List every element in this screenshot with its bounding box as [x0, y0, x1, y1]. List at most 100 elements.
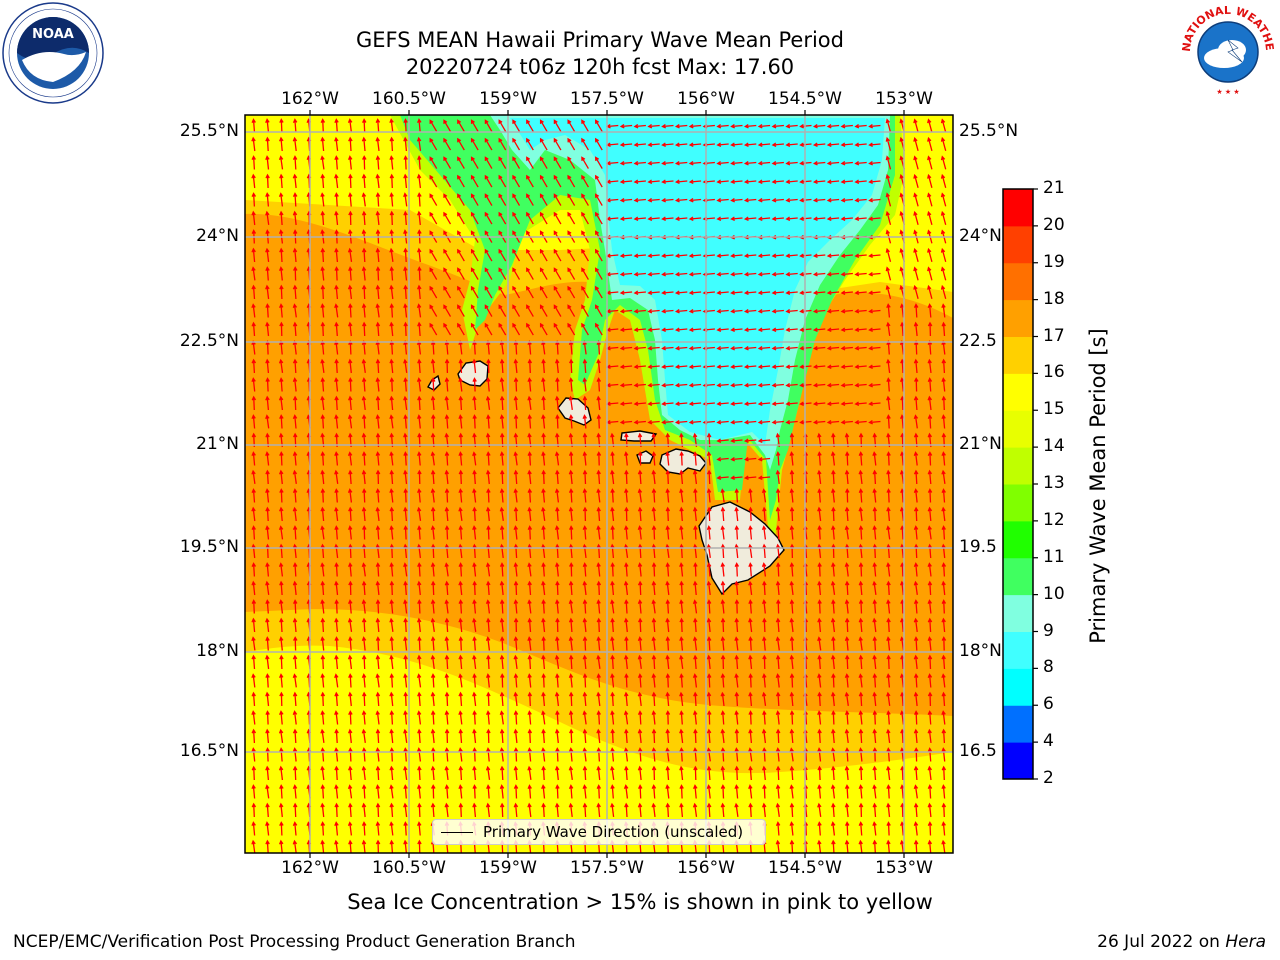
wave-arrow — [375, 488, 381, 503]
wave-arrow — [403, 469, 408, 485]
wave-arrow — [868, 345, 881, 351]
wave-arrow — [661, 271, 674, 277]
wave-arrow — [775, 654, 781, 670]
wave-arrow — [334, 358, 339, 374]
wave-arrow — [830, 691, 836, 707]
wave-arrow — [789, 599, 795, 614]
wave-arrow — [785, 179, 798, 184]
wave-arrow — [817, 691, 822, 707]
wave-arrow — [886, 691, 891, 706]
wave-arrow — [858, 747, 864, 762]
wave-arrow — [688, 290, 702, 295]
wave-arrow — [940, 210, 947, 225]
wave-arrow — [927, 784, 933, 799]
wave-arrow — [840, 327, 853, 332]
wave-arrow — [941, 358, 947, 374]
wave-arrow — [403, 747, 408, 762]
wave-arrow — [596, 358, 601, 374]
wave-arrow — [582, 562, 588, 577]
wave-arrow — [789, 728, 795, 744]
wave-arrow — [526, 304, 534, 317]
wave-arrow — [581, 285, 589, 299]
wave-arrow — [416, 173, 422, 189]
wave-arrow — [674, 364, 688, 369]
wave-arrow — [472, 765, 477, 781]
wave-arrow — [899, 673, 905, 688]
wave-arrow — [498, 193, 507, 206]
wave-arrow — [361, 617, 367, 633]
wave-arrow — [375, 691, 381, 707]
wave-arrow — [941, 673, 946, 688]
wave-arrow — [499, 562, 505, 577]
wave-arrow — [582, 691, 588, 707]
wave-arrow — [265, 173, 270, 189]
wave-arrow — [693, 451, 698, 466]
wave-arrow — [512, 267, 521, 280]
wave-arrow — [458, 525, 463, 540]
wave-arrow — [458, 469, 464, 485]
wave-arrow — [361, 136, 367, 152]
wave-arrow — [348, 839, 353, 853]
wave-arrow — [785, 327, 798, 332]
wave-arrow — [444, 617, 450, 633]
wave-arrow — [595, 248, 603, 262]
wave-arrow — [527, 728, 533, 744]
wave-arrow — [389, 525, 394, 540]
wave-arrow — [854, 142, 867, 147]
wave-arrow — [567, 137, 576, 151]
wave-arrow — [707, 506, 712, 522]
wave-arrow — [444, 765, 449, 780]
wave-arrow — [596, 673, 601, 688]
wave-arrow — [771, 197, 784, 203]
wave-arrow — [265, 395, 270, 411]
wave-arrow — [743, 438, 757, 443]
wave-arrow — [458, 358, 463, 374]
wave-arrow — [527, 506, 532, 522]
wave-arrow — [899, 636, 905, 651]
wave-arrow — [941, 451, 946, 466]
wave-arrow — [633, 142, 646, 147]
wave-arrow — [885, 210, 892, 225]
wave-arrow — [743, 345, 757, 351]
wave-arrow — [334, 599, 339, 614]
wave-arrow — [596, 691, 601, 707]
wave-arrow — [885, 192, 892, 207]
wave-arrow — [661, 364, 674, 369]
wave-arrow — [785, 382, 798, 388]
wave-arrow — [498, 211, 507, 225]
wave-arrow — [265, 617, 270, 632]
wave-arrow — [484, 267, 493, 280]
wave-arrow — [470, 193, 479, 206]
wave-arrow — [734, 673, 739, 688]
wave-arrow — [292, 691, 298, 707]
wave-arrow — [251, 192, 257, 207]
wave-arrow — [812, 290, 826, 295]
wave-arrow — [845, 654, 850, 670]
wave-arrow — [651, 654, 657, 670]
wave-arrow — [596, 488, 601, 503]
wave-arrow — [913, 284, 919, 299]
wave-arrow — [582, 728, 588, 744]
wave-arrow — [486, 580, 491, 596]
wave-arrow — [748, 525, 753, 540]
wave-arrow — [730, 475, 743, 480]
wave-arrow — [748, 802, 753, 818]
wave-arrow — [886, 321, 891, 336]
wave-arrow — [334, 469, 339, 484]
wave-arrow — [348, 266, 353, 281]
wave-arrow — [854, 253, 867, 258]
wave-arrow — [633, 271, 646, 277]
wave-arrow — [320, 118, 326, 133]
wave-arrow — [320, 636, 325, 651]
wave-arrow — [688, 419, 702, 425]
wave-arrow — [817, 765, 822, 781]
wave-arrow — [651, 728, 657, 744]
wave-arrow — [785, 271, 798, 277]
wave-arrow — [581, 248, 589, 262]
wave-arrow — [444, 469, 450, 485]
wave-arrow — [500, 636, 505, 651]
wave-arrow — [817, 802, 822, 817]
colorbar-tick-label: 18 — [1043, 288, 1065, 309]
wave-arrow — [417, 654, 422, 670]
credit-right: 26 Jul 2022 on Hera — [1097, 932, 1266, 952]
